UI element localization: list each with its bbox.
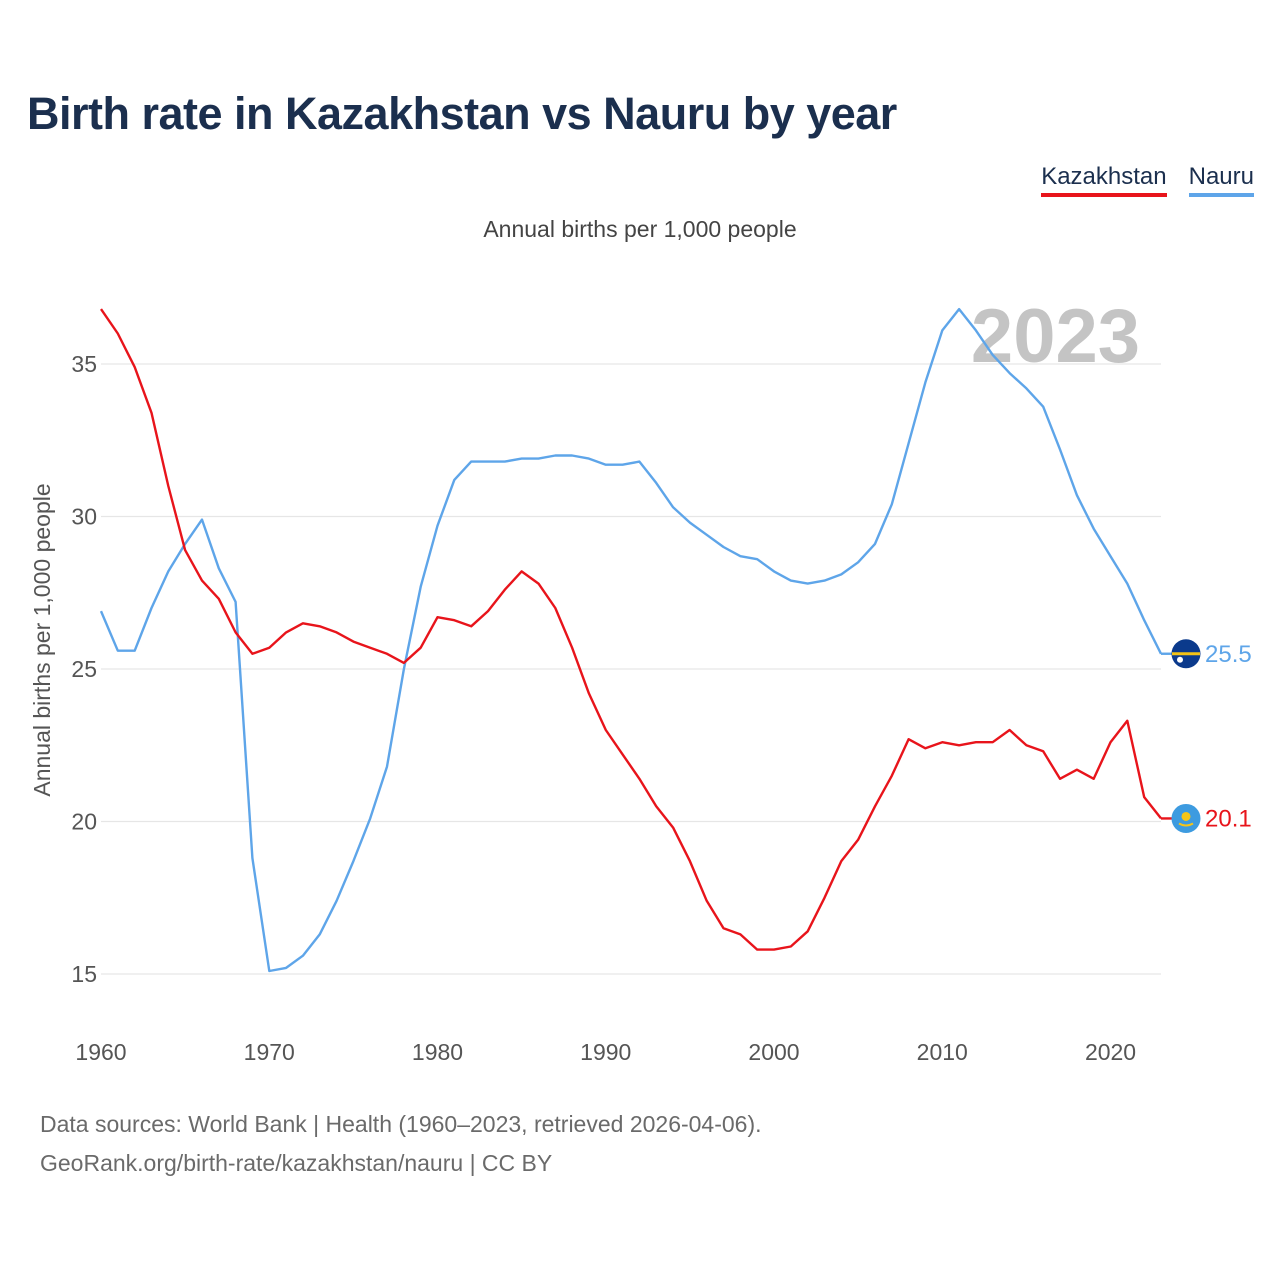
footer-sources: Data sources: World Bank | Health (1960–… — [40, 1111, 762, 1137]
kazakhstan-flag-sun — [1181, 811, 1191, 821]
x-tick-label: 2000 — [748, 1039, 799, 1065]
series-line-kazakhstan — [100, 308, 1162, 951]
x-tick-label: 2020 — [1085, 1039, 1136, 1065]
footer-attribution: GeoRank.org/birth-rate/kazakhstan/nauru … — [40, 1150, 553, 1176]
chart-title: Birth rate in Kazakhstan vs Nauru by yea… — [27, 88, 897, 139]
x-tick-label: 1990 — [580, 1039, 631, 1065]
y-tick-label: 15 — [71, 961, 97, 987]
y-tick-label: 35 — [71, 351, 97, 377]
y-tick-label: 20 — [71, 809, 97, 835]
x-tick-label: 2010 — [917, 1039, 968, 1065]
y-tick-label: 25 — [71, 656, 97, 682]
footer: Data sources: World Bank | Health (1960–… — [40, 1105, 762, 1183]
y-axis-label: Annual births per 1,000 people — [29, 483, 55, 796]
series-line-nauru — [99, 307, 1163, 973]
kazakhstan-flag-eagle — [1178, 822, 1194, 827]
legend-item-nauru[interactable]: Nauru — [1188, 163, 1254, 197]
x-tick-label: 1970 — [244, 1039, 295, 1065]
nauru-flag-star — [1177, 656, 1183, 663]
y-tick-label: 30 — [71, 504, 97, 530]
nauru-flag-stripe — [1172, 652, 1200, 656]
x-tick-label: 1980 — [412, 1039, 463, 1065]
legend-item-kazakhstan[interactable]: Kazakhstan — [1041, 163, 1167, 197]
end-value-label-nauru: 25.5 — [1205, 641, 1252, 668]
chart-subtitle: Annual births per 1,000 people — [483, 216, 797, 242]
x-tick-label: 1960 — [75, 1039, 126, 1065]
legend: Kazakhstan Nauru — [1041, 163, 1254, 197]
end-value-label-kazakhstan: 20.1 — [1205, 805, 1252, 832]
year-watermark: 2023 — [971, 294, 1140, 379]
